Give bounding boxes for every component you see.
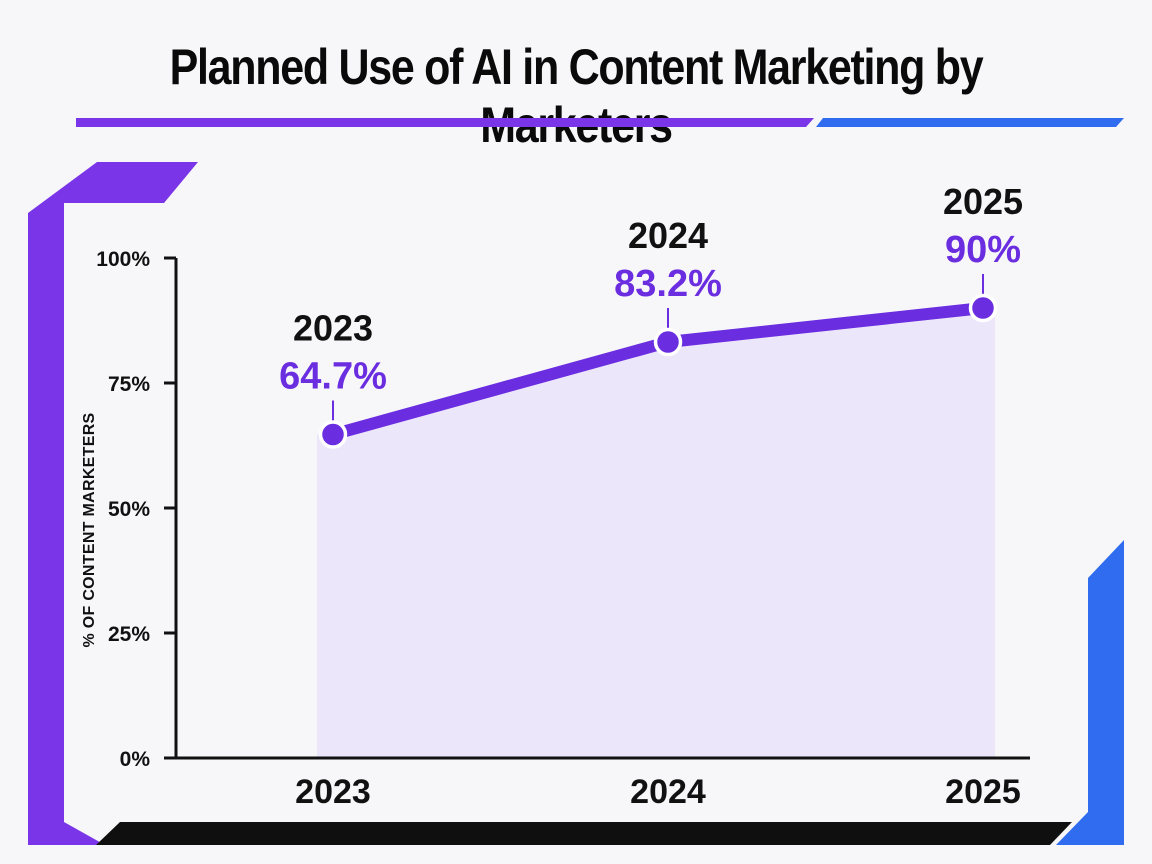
x-tick-label: 2023 — [295, 773, 371, 811]
data-point — [318, 420, 348, 449]
data-label-year: 2023 — [293, 308, 373, 349]
x-tick-label: 2025 — [945, 773, 1021, 811]
y-axis-label: % OF CONTENT MARKETERS — [81, 412, 98, 647]
data-label-value: 90% — [945, 229, 1021, 271]
y-tick-label: 0% — [120, 748, 151, 771]
y-tick-label: 25% — [108, 623, 150, 646]
data-label-value: 83.2% — [614, 263, 722, 305]
y-tick-label: 100% — [96, 248, 150, 271]
frame-bottom-dark — [96, 822, 1072, 845]
data-point — [968, 293, 998, 323]
y-tick-label: 75% — [108, 373, 150, 396]
title-underline-blue — [816, 118, 1124, 127]
y-tick-label: 50% — [108, 498, 150, 521]
frame-top-left-purple — [28, 162, 198, 213]
frame-right-blue — [1056, 540, 1124, 845]
title-underline-purple — [76, 118, 814, 127]
data-label-year: 2024 — [628, 215, 708, 256]
plot-area: 0% 25% 50% 75% 100% % OF CONTENT MARKETERS 202… — [81, 181, 1030, 811]
frame-left-purple — [28, 213, 105, 845]
data-label-value: 64.7% — [279, 356, 387, 398]
x-tick-label: 2024 — [630, 773, 706, 811]
data-point — [653, 327, 683, 357]
data-label-year: 2025 — [943, 181, 1023, 222]
area-fill — [317, 308, 995, 758]
